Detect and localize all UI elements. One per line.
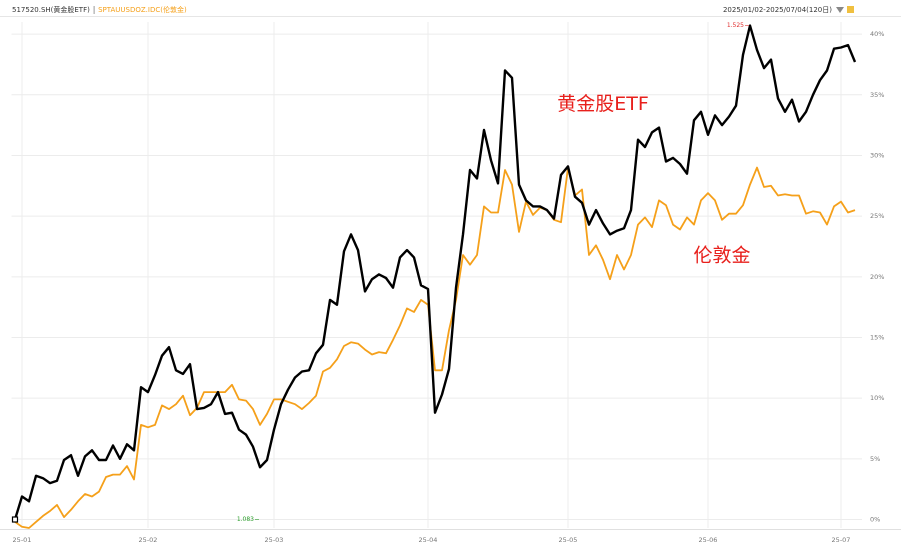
series-line (14, 166, 856, 529)
x-tick-label: 25-07 (832, 536, 851, 544)
dropdown-icon[interactable] (836, 7, 844, 13)
series-line (13, 24, 857, 520)
legend-entry: 517520.SH(黄金股ETF) (12, 5, 90, 14)
y-tick-label: 30% (870, 151, 884, 159)
series-annotation: 黄金股ETF (557, 93, 649, 115)
x-tick-label: 25-06 (699, 536, 718, 544)
date-range: 2025/01/02-2025/07/04(120日) (723, 6, 832, 14)
start-marker (11, 516, 19, 523)
series-annotation: 伦敦金 (693, 245, 750, 267)
legend-entry: SPTAUUSDOZ.IDC(伦敦金) (98, 5, 187, 14)
y-tick-label: 15% (870, 333, 884, 341)
y-tick-label: 35% (870, 91, 884, 99)
y-tick-label: 0% (870, 516, 880, 524)
y-tick-label: 5% (870, 455, 880, 463)
y-tick-label: 40% (870, 30, 884, 38)
x-tick-label: 25-01 (13, 536, 32, 544)
price-annotation: 1.525 (727, 22, 744, 29)
x-tick-label: 25-05 (559, 536, 578, 544)
y-tick-label: 25% (870, 212, 884, 220)
x-tick-label: 25-03 (265, 536, 284, 544)
y-tick-label: 20% (870, 273, 884, 281)
x-tick-label: 25-04 (419, 536, 438, 544)
y-tick-label: 10% (870, 394, 884, 402)
x-tick-label: 25-02 (139, 536, 158, 544)
crown-icon[interactable] (847, 6, 854, 13)
price-annotation: 1.083 (237, 516, 254, 523)
